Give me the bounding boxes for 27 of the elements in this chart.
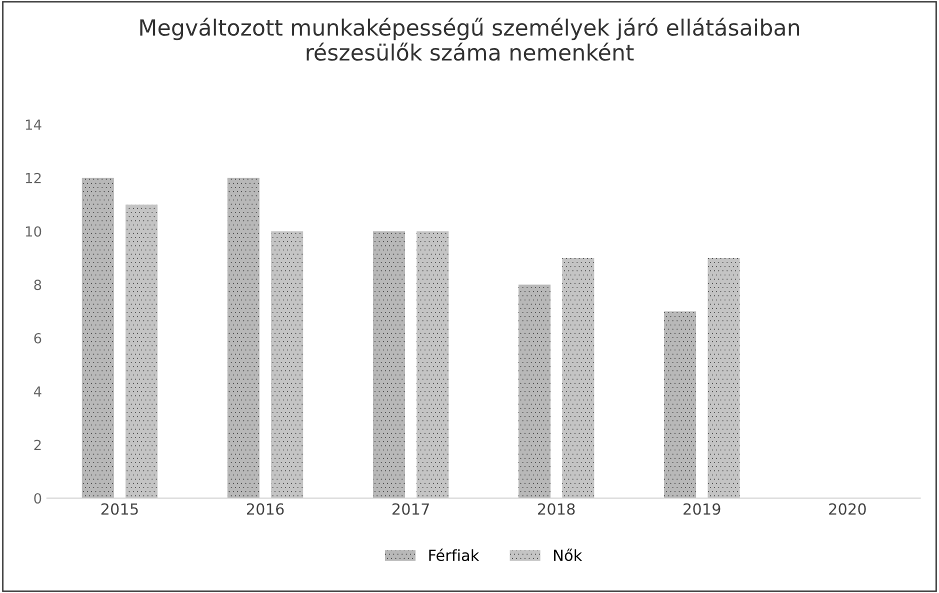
y-tick-label: 12 <box>26 172 41 184</box>
y-tick-label: 14 <box>26 120 42 130</box>
y-tick-label: 6 <box>34 332 42 344</box>
y-tick-label: 4 <box>34 386 42 397</box>
bar <box>416 231 449 498</box>
x-tick-label: 2015 <box>101 503 138 515</box>
legend-label: Férfiak <box>429 548 480 562</box>
x-tick-label: 2017 <box>392 503 429 515</box>
x-tick-label: 2016 <box>246 503 284 515</box>
bar <box>271 231 304 498</box>
bar <box>518 284 551 498</box>
legend-label: Nők <box>554 548 582 562</box>
y-tick-label: 0 <box>34 493 42 504</box>
x-tick-label: 2020 <box>829 503 866 515</box>
bar <box>562 258 594 498</box>
bar <box>664 311 696 498</box>
x-tick-label: 2018 <box>538 503 575 515</box>
y-tick-label: 2 <box>34 440 41 450</box>
bar <box>372 231 405 498</box>
bar <box>708 258 740 498</box>
y-tick-label: 8 <box>34 280 42 290</box>
bar <box>82 178 114 498</box>
y-tick-label: 10 <box>26 226 42 237</box>
chart-title: Megváltozott munkaképességű személyek járó ellátásaiban részesülők száma nemenként <box>140 18 800 61</box>
x-tick-label: 2019 <box>684 503 720 515</box>
bar <box>227 178 260 498</box>
bar <box>126 204 158 498</box>
